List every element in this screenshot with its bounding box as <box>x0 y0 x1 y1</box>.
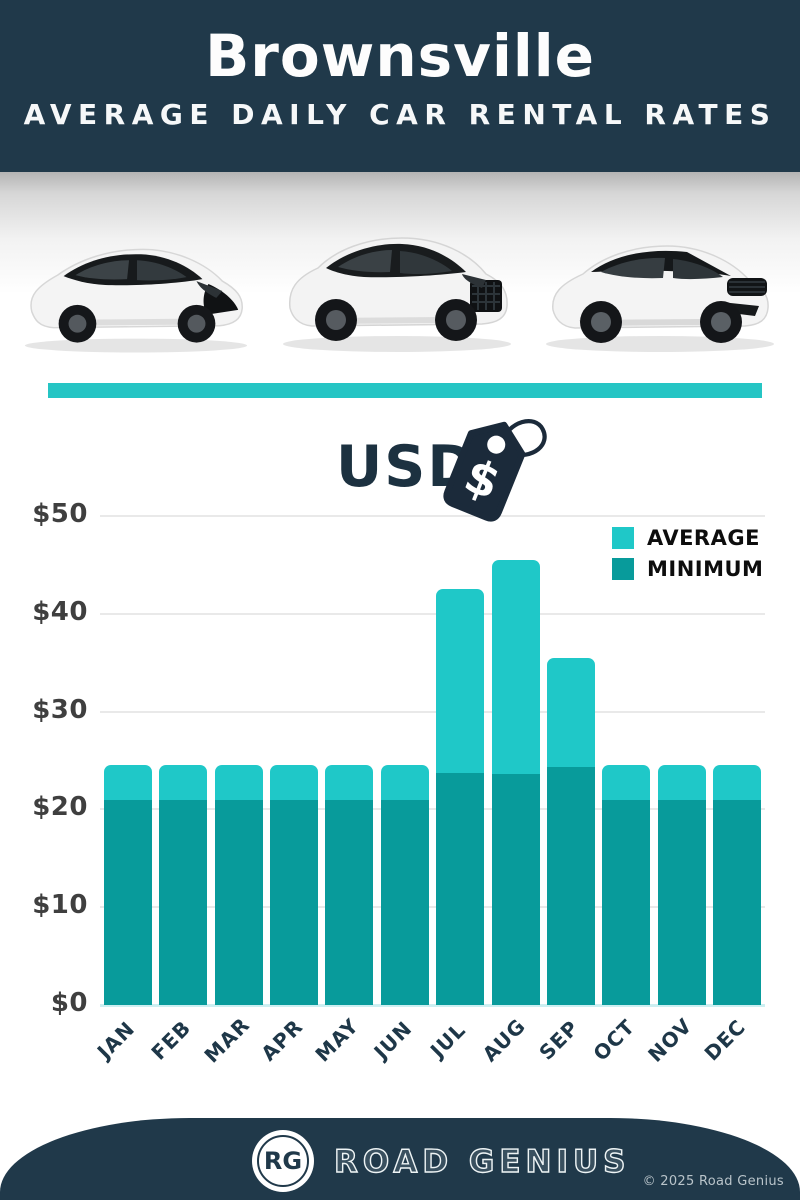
gridline <box>100 808 765 811</box>
bar-minimum-nov <box>657 799 706 1005</box>
car-hatchback-image <box>24 248 248 353</box>
bar-minimum-may <box>325 799 374 1005</box>
teal-divider <box>48 383 762 398</box>
car-suv-image <box>283 237 511 352</box>
bar-minimum-aug <box>491 774 540 1005</box>
gridline <box>100 710 765 713</box>
logo-initials: RG <box>263 1147 303 1175</box>
gridline <box>100 906 765 909</box>
bar-minimum-jun <box>380 799 429 1005</box>
bar-minimum-feb <box>159 799 208 1005</box>
y-axis-tick-label: $10 <box>32 890 88 921</box>
page-title: Brownsville <box>205 22 595 90</box>
footer-banner <box>0 1118 800 1200</box>
legend-row: MINIMUM <box>612 557 763 581</box>
y-axis-tick-label: $30 <box>32 694 88 725</box>
bar-minimum-dec <box>713 799 762 1005</box>
y-axis-tick-label: $50 <box>32 499 88 529</box>
gridline <box>100 515 765 517</box>
bar-minimum-oct <box>602 799 651 1005</box>
gridline <box>100 612 765 615</box>
chart-baseline <box>100 1004 765 1007</box>
header-banner: Brownsville AVERAGE DAILY CAR RENTAL RAT… <box>0 0 800 172</box>
road-genius-logo: RG <box>252 1130 314 1192</box>
bar-minimum-sep <box>547 767 596 1005</box>
price-tag-icon: $ <box>443 419 547 522</box>
legend-label: AVERAGE <box>647 526 760 550</box>
bar-minimum-jul <box>436 773 485 1005</box>
y-axis-tick-label: $40 <box>32 596 88 627</box>
bar-minimum-jan <box>103 799 152 1005</box>
brand-name: ROAD GENIUS <box>333 1143 631 1180</box>
bar-minimum-mar <box>214 799 263 1005</box>
y-axis-tick-label: $20 <box>32 792 88 823</box>
legend-swatch-icon <box>612 558 634 580</box>
page-subtitle: AVERAGE DAILY CAR RENTAL RATES <box>23 98 777 131</box>
car-strip <box>0 172 800 382</box>
car-crossover-image <box>546 245 774 352</box>
bar-minimum-apr <box>269 799 318 1005</box>
legend-row: AVERAGE <box>612 526 763 550</box>
legend-label: MINIMUM <box>647 557 764 581</box>
chart-legend: AVERAGE MINIMUM <box>612 526 763 588</box>
y-axis-tick-label: $0 <box>50 988 88 1018</box>
legend-swatch-icon <box>612 527 634 549</box>
logo-ring: RG <box>257 1135 309 1187</box>
copyright-text: © 2025 Road Genius <box>642 1174 784 1189</box>
